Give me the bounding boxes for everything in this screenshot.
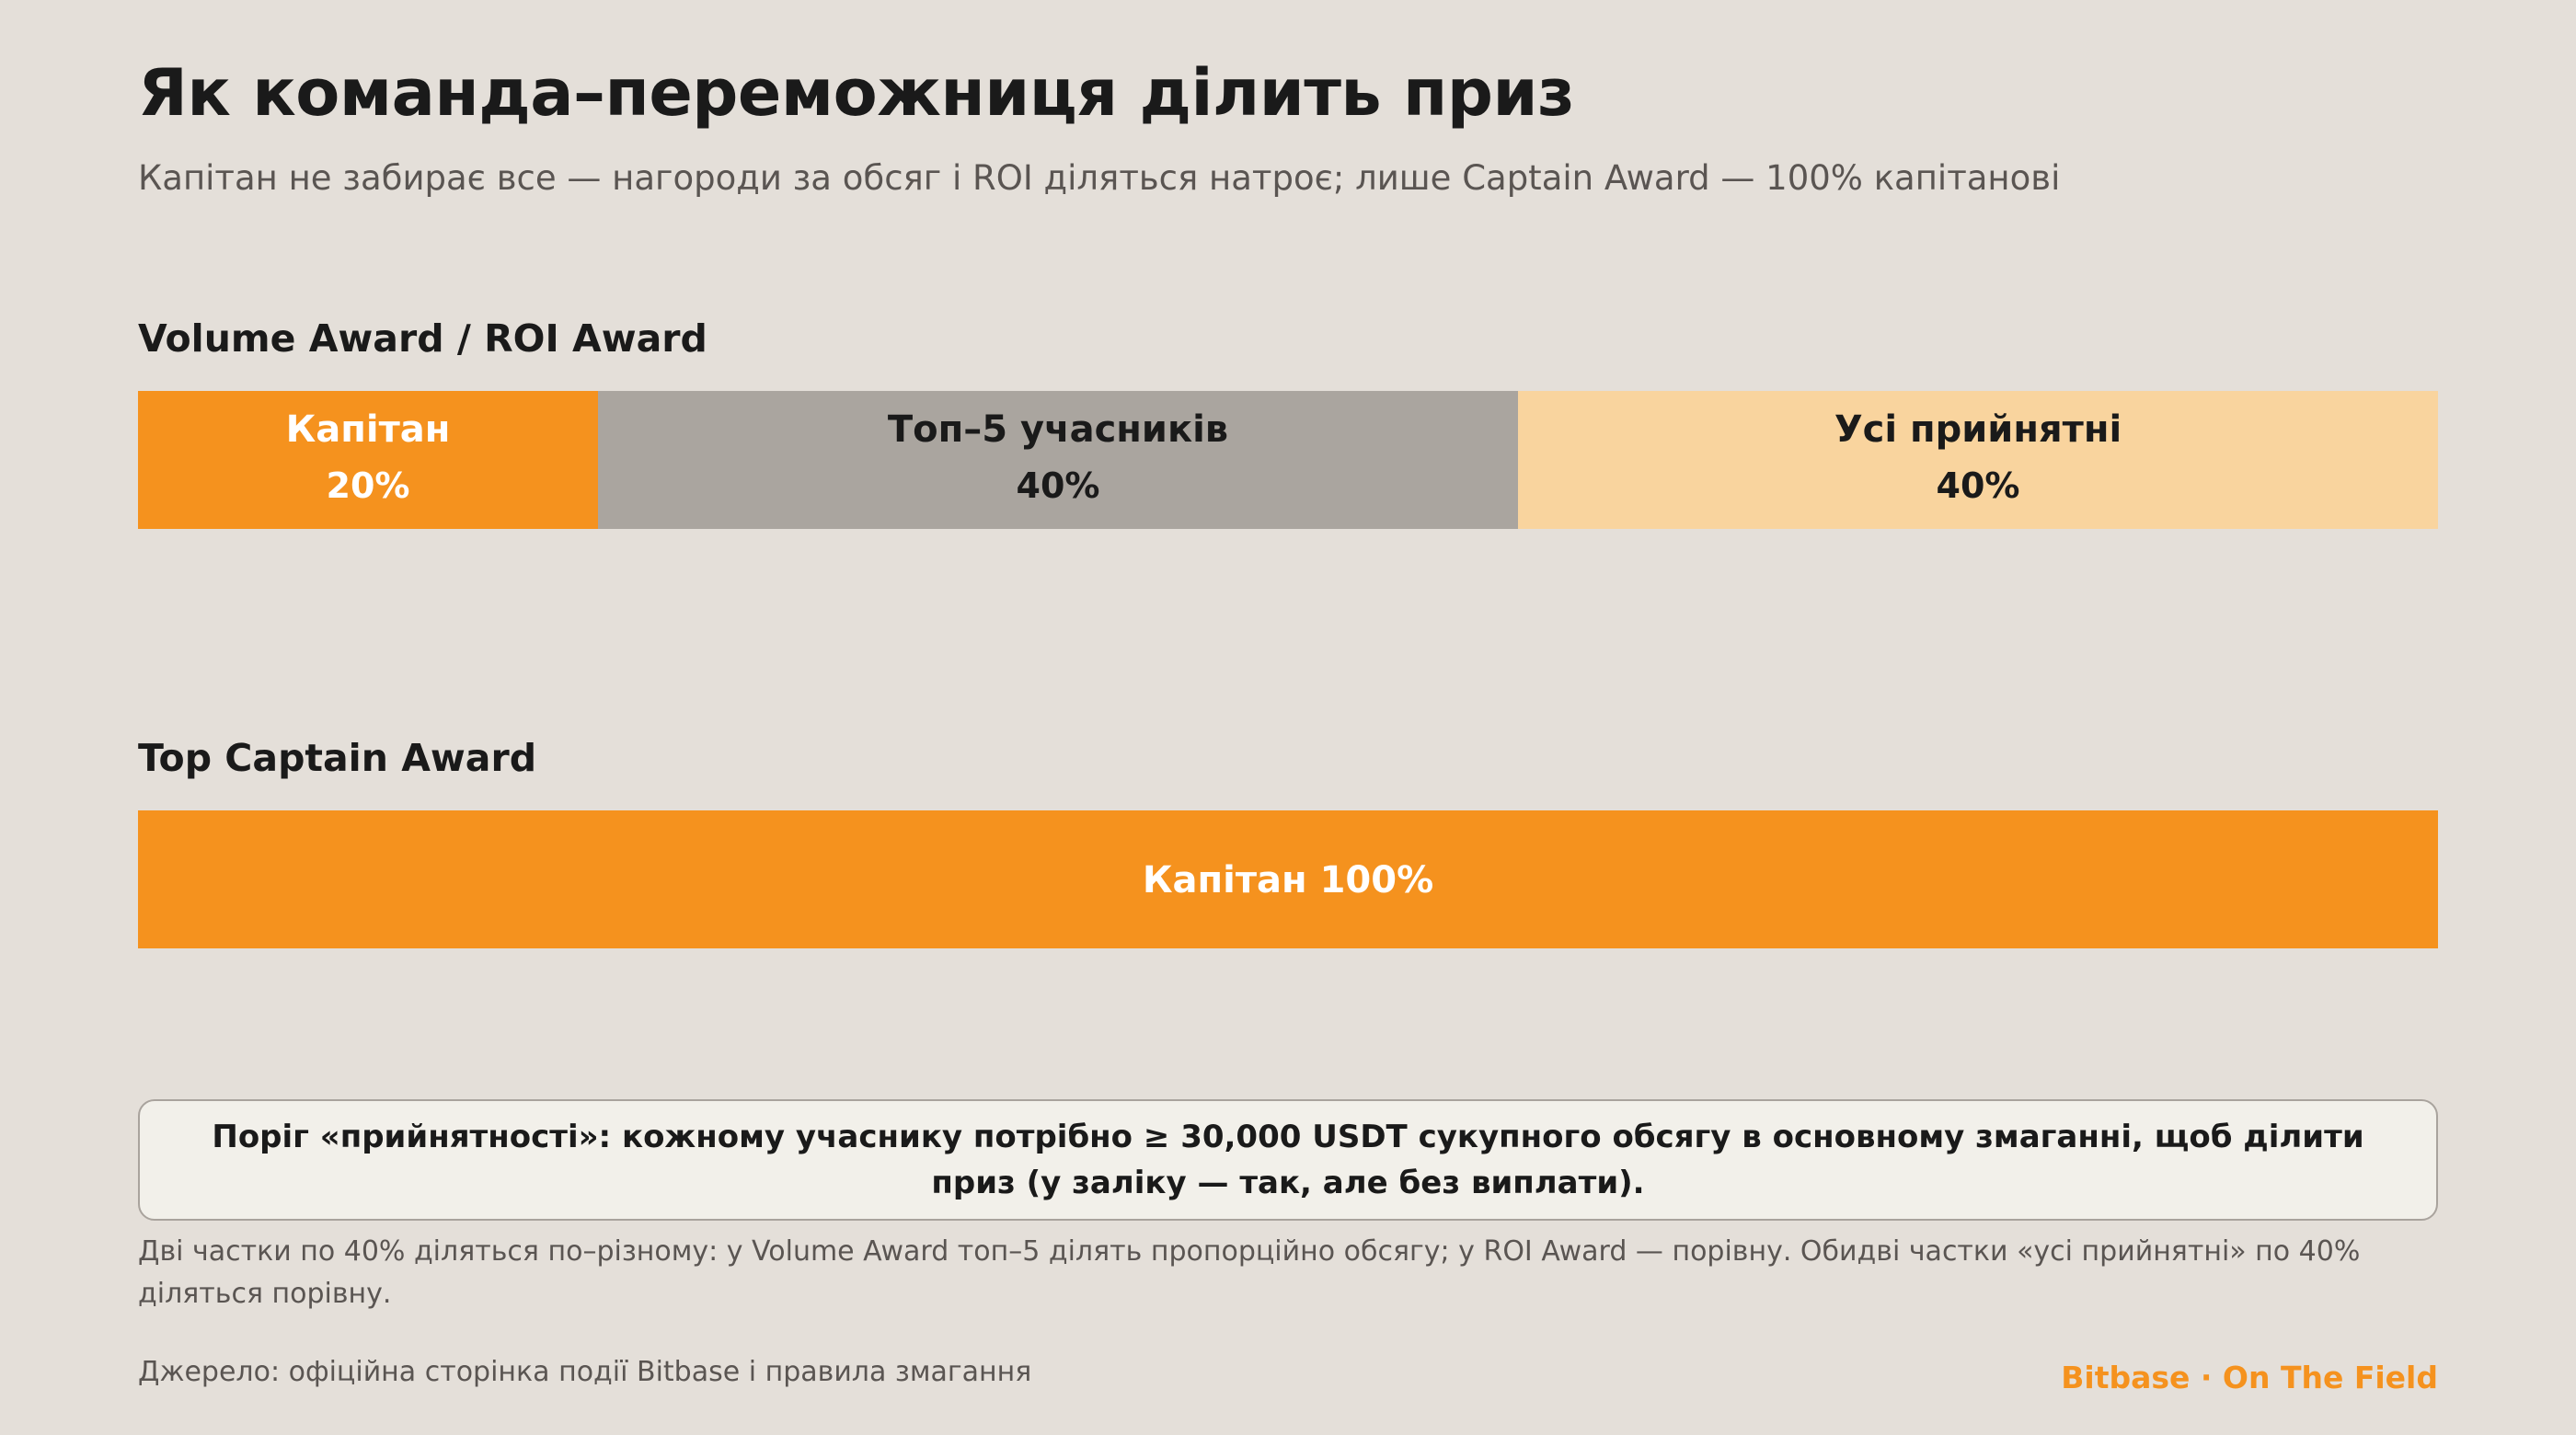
brand-label: Bitbase · On The Field	[2061, 1360, 2438, 1395]
volume-roi-award-bar: Капітан 20% Топ–5 учасників 40% Усі прийнятн…	[138, 391, 2438, 529]
segment-name-0-1: Топ–5 учасників	[888, 408, 1228, 451]
segment-value-0-0: 20%	[327, 465, 410, 506]
segment-value-0-2: 40%	[1937, 465, 2020, 506]
top-captain-award-bar: Капітан 100%	[138, 810, 2438, 948]
eligibility-threshold-text: Поріг «прийнятності»: кожному учаснику п…	[212, 1119, 2364, 1201]
eligibility-threshold-note: Поріг «прийнятності»: кожному учаснику п…	[138, 1099, 2438, 1221]
volume-roi-award-label: Volume Award / ROI Award	[138, 316, 707, 361]
bar-segment-0-0	[138, 391, 598, 529]
bar-segment-0-1	[598, 391, 1518, 529]
bar-segment-1-0	[138, 810, 2438, 948]
page-title: Як команда–переможниця ділить приз	[138, 55, 1575, 131]
top-captain-award-label: Top Captain Award	[138, 736, 537, 780]
segment-value-0-1: 40%	[1017, 465, 1100, 506]
split-explanation: Дві частки по 40% діляться по–різному: у…	[138, 1235, 2361, 1310]
source-note: Джерело: офіційна сторінка події Bitbase…	[138, 1356, 1032, 1388]
segment-name-0-0: Капітан	[286, 408, 451, 451]
page-subtitle: Капітан не забирає все — нагороди за обс…	[138, 158, 2061, 198]
segment-name-0-2: Усі прийнятні	[1834, 408, 2122, 451]
segment-label-1-0: Капітан 100%	[1143, 859, 1433, 901]
bar-segment-0-2	[1518, 391, 2438, 529]
